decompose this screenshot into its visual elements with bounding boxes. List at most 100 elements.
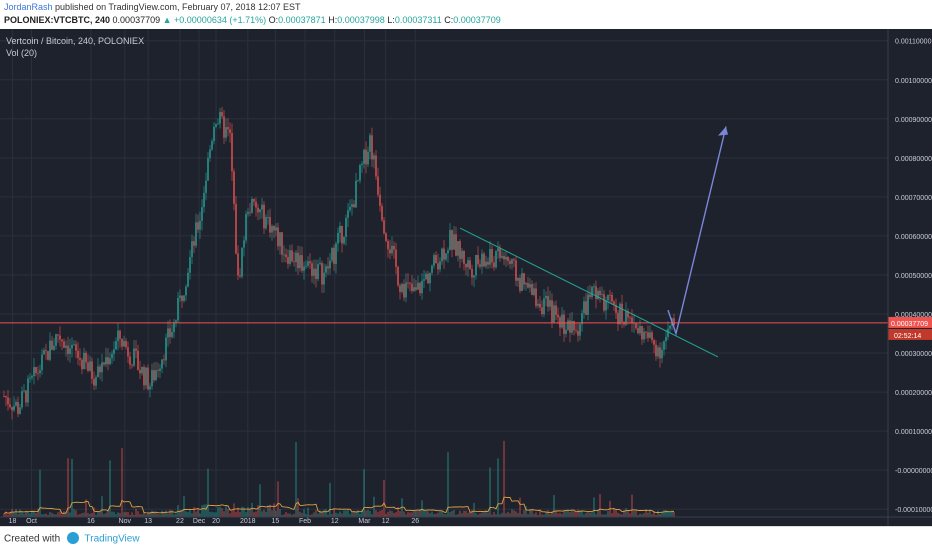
candle-body bbox=[383, 220, 385, 234]
candle-body bbox=[417, 282, 419, 290]
volume-bar bbox=[89, 514, 91, 517]
volume-bar bbox=[543, 514, 545, 517]
candle-body bbox=[67, 345, 69, 355]
candle-body bbox=[227, 127, 229, 130]
candle-body bbox=[197, 222, 199, 230]
volume-bar bbox=[227, 509, 229, 517]
volume-bar bbox=[569, 512, 571, 517]
candle-body bbox=[201, 207, 203, 221]
candle-body bbox=[297, 252, 299, 269]
candle-body bbox=[225, 127, 227, 138]
candle-body bbox=[653, 340, 655, 345]
volume-bar bbox=[587, 511, 589, 517]
volume-bar bbox=[507, 511, 509, 517]
volume-bar bbox=[491, 514, 493, 517]
volume-bar bbox=[527, 514, 529, 517]
tradingview-brand[interactable]: TradingView bbox=[84, 533, 140, 545]
volume-bar bbox=[97, 511, 99, 517]
candle-body bbox=[139, 369, 141, 374]
volume-bar bbox=[669, 511, 671, 517]
volume-bar bbox=[221, 508, 223, 517]
candle-body bbox=[35, 367, 37, 374]
candle-body bbox=[71, 345, 73, 349]
candle-body bbox=[419, 282, 421, 294]
volume-bar bbox=[37, 508, 39, 517]
candle-body bbox=[247, 212, 249, 215]
y-tick-label: 0.00110000 bbox=[895, 39, 932, 46]
volume-bar bbox=[209, 511, 211, 517]
volume-bar bbox=[603, 514, 605, 517]
volume-bar bbox=[143, 511, 145, 517]
volume-bar bbox=[189, 509, 191, 517]
candle-body bbox=[69, 348, 71, 355]
candle-body bbox=[161, 359, 163, 369]
candle-body bbox=[413, 287, 415, 292]
created-with: Created with TradingView bbox=[4, 532, 140, 545]
candle-body bbox=[547, 296, 549, 307]
candle-body bbox=[85, 352, 87, 363]
volume-bar bbox=[3, 513, 5, 517]
candle-body bbox=[461, 250, 463, 259]
candle-body bbox=[487, 261, 489, 265]
candle-body bbox=[347, 210, 349, 218]
candle-body bbox=[181, 295, 183, 301]
candle-body bbox=[541, 307, 543, 315]
volume-bar bbox=[69, 512, 71, 517]
volume-bar bbox=[201, 505, 203, 517]
publisher-link[interactable]: JordanRash bbox=[4, 2, 53, 12]
candle-body bbox=[59, 335, 61, 340]
candle-body bbox=[593, 286, 595, 288]
candle-body bbox=[669, 325, 671, 329]
chart-area[interactable]: 0.00037709 02:52:14 0.00110000 0.00100000 0… bbox=[0, 29, 932, 526]
volume-bar bbox=[233, 503, 235, 517]
price-chart[interactable]: 0.00037709 02:52:14 0.00110000 0.00100000 0… bbox=[0, 29, 932, 526]
candle-body bbox=[341, 225, 343, 244]
candle-body bbox=[61, 339, 63, 342]
candle-body bbox=[121, 338, 123, 347]
volume-bar bbox=[107, 510, 109, 517]
candle-body bbox=[51, 340, 53, 350]
volume-bar bbox=[455, 514, 457, 517]
candle-body bbox=[521, 273, 523, 291]
candle-body bbox=[353, 204, 355, 208]
candle-body bbox=[265, 217, 267, 229]
x-tick-label: 13 bbox=[144, 518, 152, 525]
x-tick-label: Feb bbox=[299, 518, 311, 525]
candle-body bbox=[449, 230, 451, 251]
candle-body bbox=[215, 124, 217, 127]
candle-body bbox=[275, 227, 277, 231]
candle-body bbox=[567, 320, 569, 330]
volume-bar bbox=[281, 514, 283, 517]
volume-bar bbox=[273, 503, 275, 517]
candle-body bbox=[517, 277, 519, 281]
volume-bar bbox=[173, 514, 175, 517]
volume-bar bbox=[333, 508, 335, 517]
volume-bar bbox=[359, 513, 361, 517]
candle-body bbox=[165, 337, 167, 361]
candle-body bbox=[511, 259, 513, 264]
volume-bar bbox=[81, 513, 83, 517]
candle-body bbox=[391, 245, 393, 254]
volume-bar bbox=[513, 510, 515, 517]
volume-bar bbox=[625, 508, 627, 517]
candle-body bbox=[83, 352, 85, 370]
candle-body bbox=[131, 364, 133, 366]
volume-bar bbox=[305, 514, 307, 517]
chart-title: Vertcoin / Bitcoin, 240, POLONIEX bbox=[6, 36, 145, 46]
volume-bar bbox=[185, 511, 187, 517]
candle-body bbox=[369, 135, 371, 152]
volume-bar bbox=[167, 513, 169, 517]
volume-bar bbox=[631, 494, 633, 517]
volume-bar bbox=[351, 512, 353, 517]
volume-bar bbox=[33, 510, 35, 517]
volume-bar bbox=[619, 513, 621, 517]
countdown-tag-text: 02:52:14 bbox=[894, 333, 921, 340]
candle-body bbox=[19, 407, 21, 414]
volume-bar bbox=[49, 512, 51, 517]
volume-bar bbox=[411, 512, 413, 517]
volume-bar bbox=[197, 509, 199, 517]
candle-body bbox=[423, 279, 425, 281]
volume-bar bbox=[93, 507, 95, 517]
volume-bar bbox=[525, 506, 527, 517]
published-text: published on TradingView.com, February 0… bbox=[55, 2, 301, 12]
